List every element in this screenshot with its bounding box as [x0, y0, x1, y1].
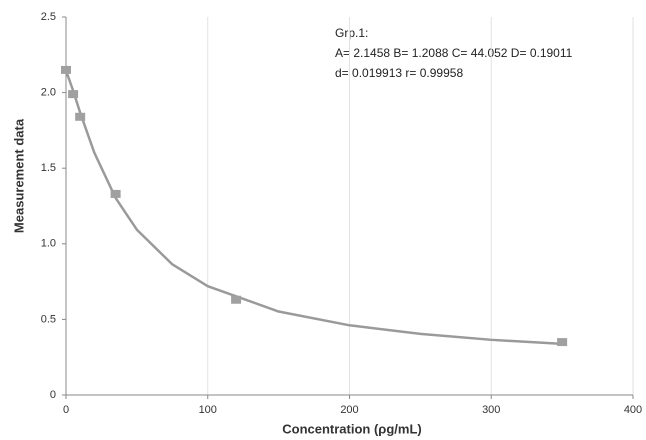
x-tick-label: 200: [340, 404, 358, 416]
data-point: [75, 112, 86, 121]
data-point: [231, 295, 242, 304]
y-tick-label: 1.0: [41, 238, 56, 250]
x-tick-label: 100: [199, 404, 217, 416]
data-point: [110, 189, 121, 198]
x-tick-label: 0: [63, 404, 69, 416]
annotation: d= 0.019913 r= 0.99958: [335, 66, 463, 80]
x-tick-label: 400: [624, 404, 642, 416]
x-axis-title: Concentration (ρg/mL): [282, 421, 421, 436]
data-point: [68, 90, 79, 99]
y-tick-label: 2.0: [41, 87, 56, 99]
annotation: A= 2.1458 B= 1.2088 C= 44.052 D= 0.19011: [335, 46, 573, 60]
y-tick-label: 1.5: [41, 162, 56, 174]
x-tick-label: 300: [482, 404, 500, 416]
annotation: Grp.1:: [335, 26, 368, 40]
y-tick-label: 2.5: [41, 11, 56, 23]
y-tick-label: 0: [50, 389, 56, 401]
data-point: [557, 338, 568, 347]
y-axis-title: Measurement data: [11, 118, 26, 233]
data-point: [61, 65, 71, 74]
fit-curve: [64, 70, 563, 346]
y-tick-label: 0.5: [41, 313, 56, 325]
